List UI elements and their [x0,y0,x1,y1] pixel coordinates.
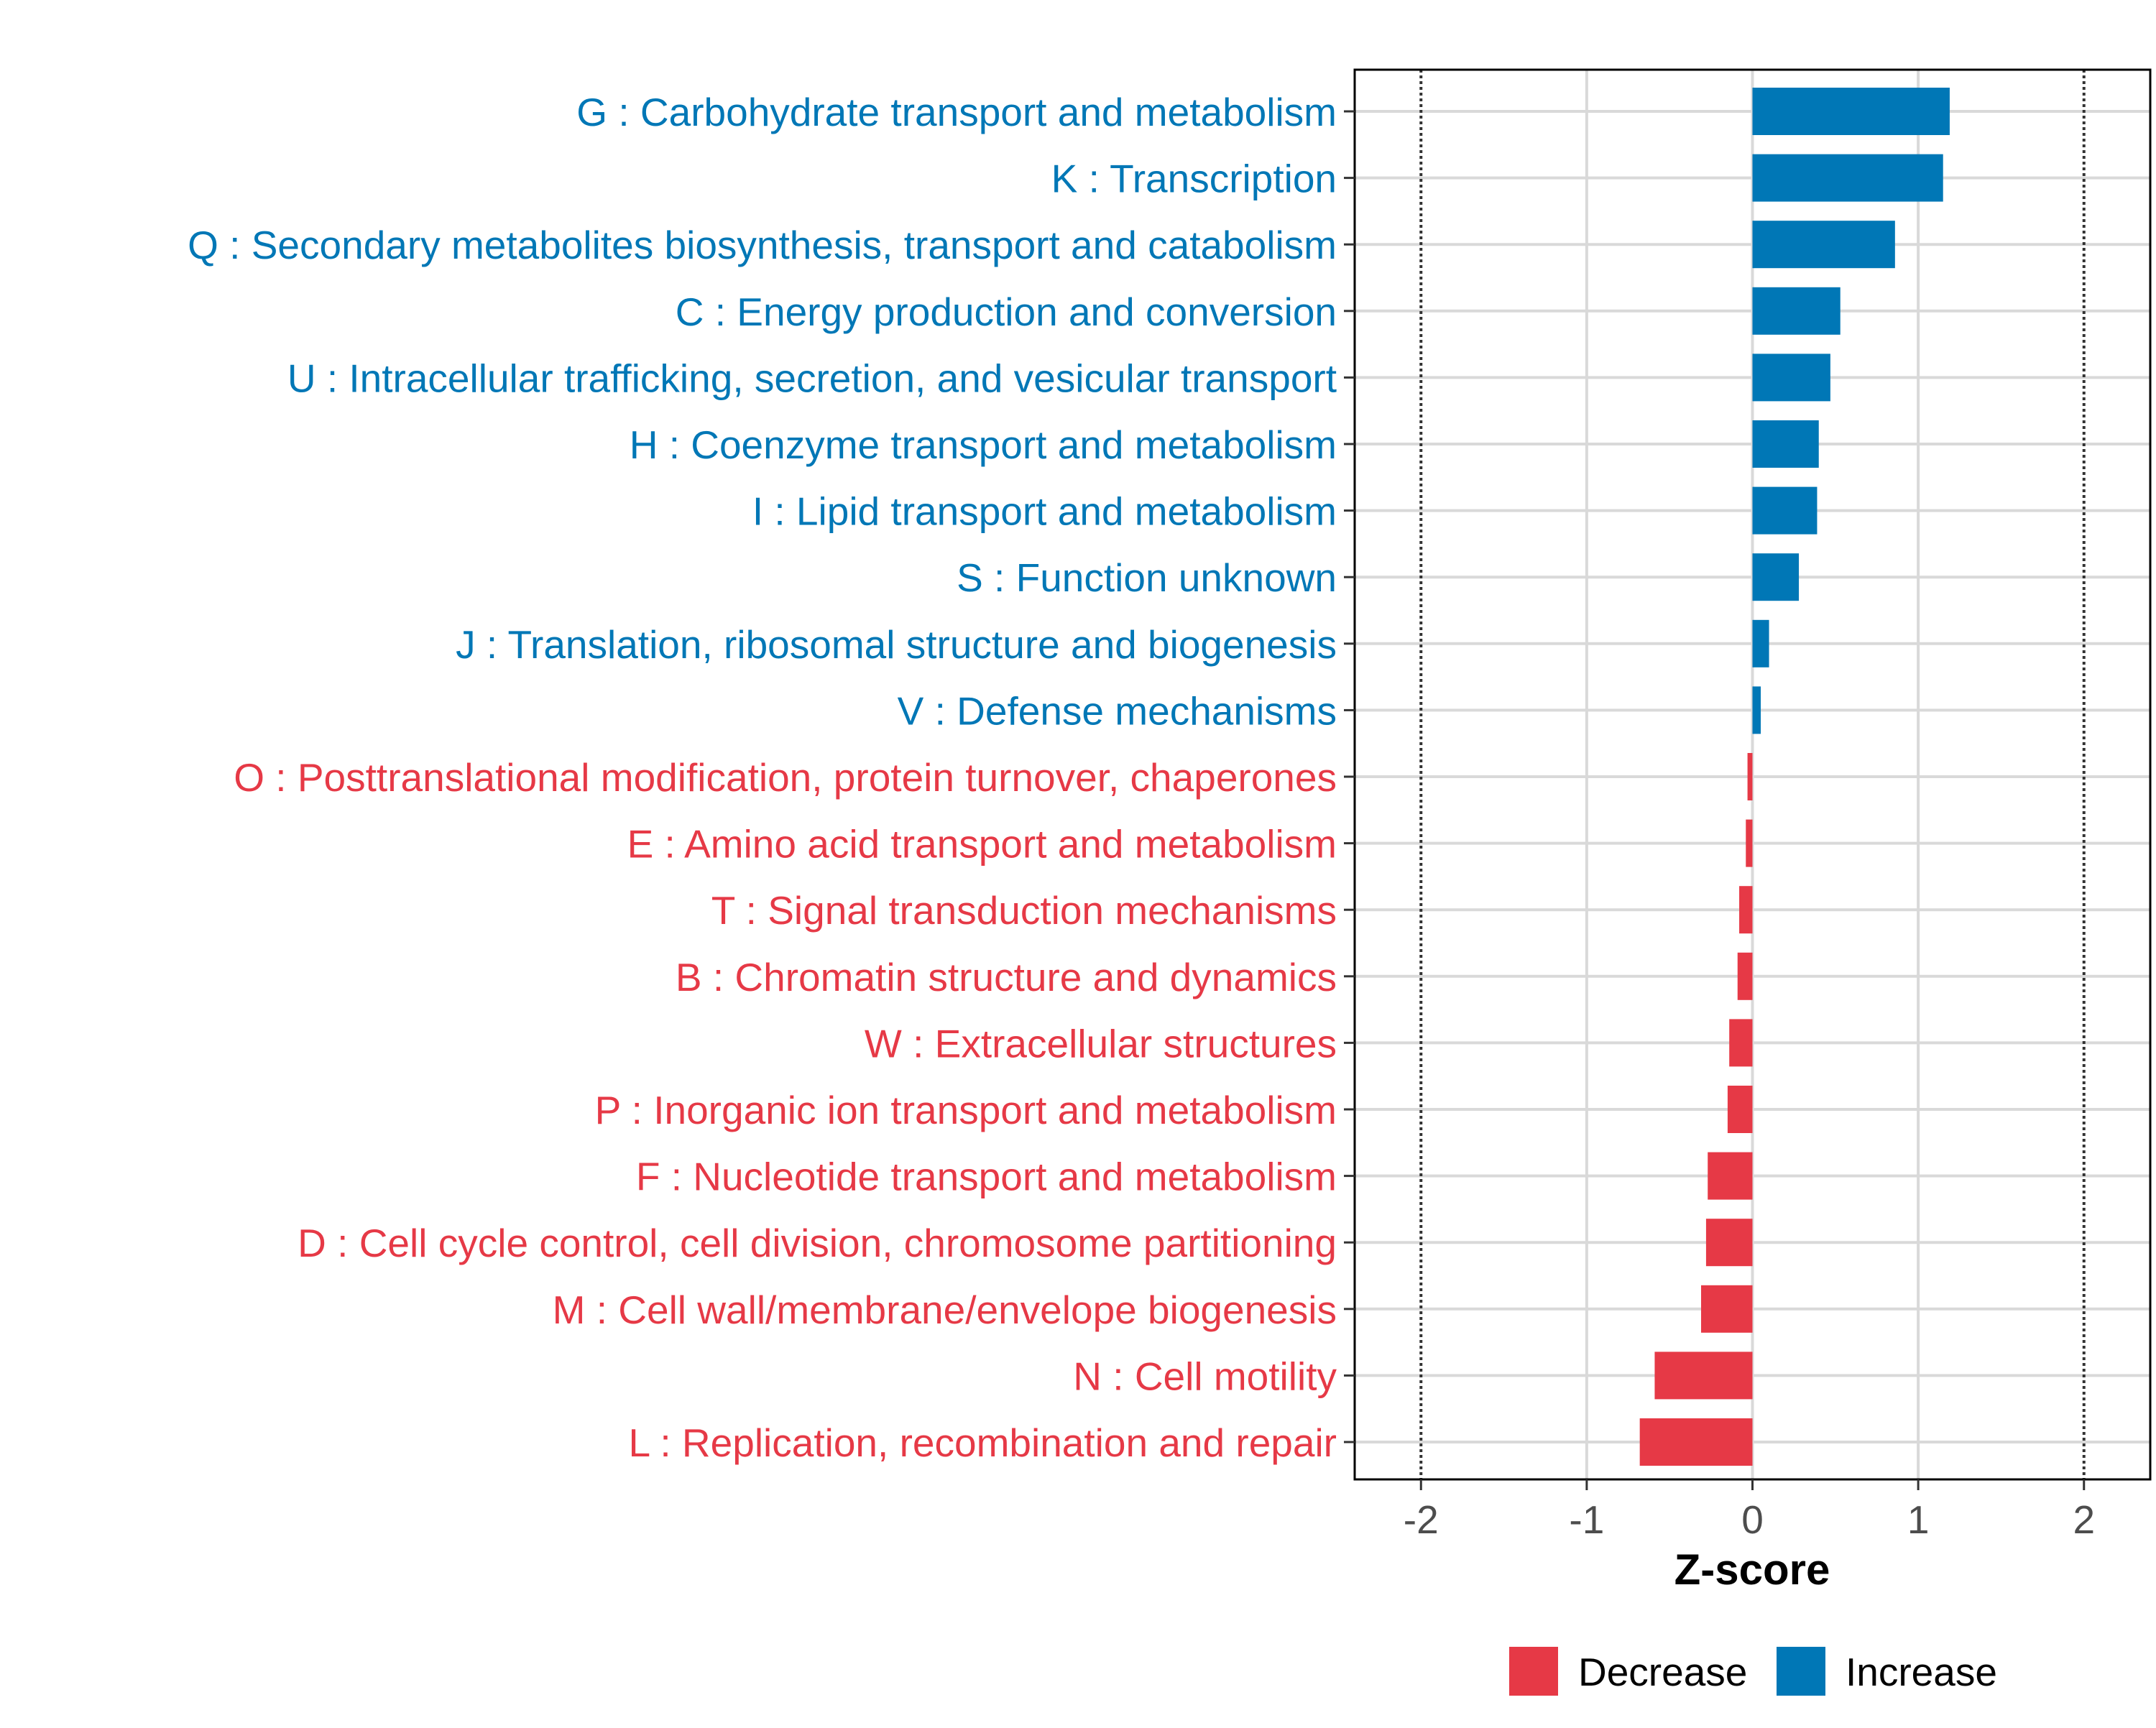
y-tick-label: D : Cell cycle control, cell division, c… [298,1221,1337,1265]
y-tick-label: Q : Secondary metabolites biosynthesis, … [188,223,1337,267]
bar-v [1752,686,1761,734]
bar-s [1752,553,1800,601]
bar-q [1752,221,1895,269]
legend: Decrease Increase [1509,1647,1997,1696]
legend-label-decrease: Decrease [1578,1650,1747,1694]
y-tick-label: J : Translation, ribosomal structure and… [456,622,1337,667]
y-tick-label: P : Inorganic ion transport and metaboli… [595,1088,1337,1132]
x-tick-label: -2 [1404,1497,1439,1542]
bar-h [1752,420,1819,468]
bar-u [1752,354,1830,402]
y-tick-label: L : Replication, recombination and repai… [629,1420,1337,1465]
y-tick-label: G : Carbohydrate transport and metabolis… [576,90,1337,134]
bar-n [1654,1352,1753,1400]
y-tick-label: N : Cell motility [1073,1354,1337,1398]
bar-e [1746,819,1753,867]
y-tick-label: H : Coenzyme transport and metabolism [630,422,1337,467]
bar-m [1701,1285,1753,1333]
x-tick-label: 2 [2073,1497,2095,1542]
bar-c [1752,287,1841,335]
y-tick-label: M : Cell wall/membrane/envelope biogenes… [553,1288,1337,1332]
y-axis-labels: G : Carbohydrate transport and metabolis… [188,90,1337,1465]
bar-t [1739,886,1753,934]
y-tick-label: F : Nucleotide transport and metabolism [636,1155,1337,1199]
bar-i [1752,486,1818,535]
x-axis-tick-labels: -2 -1 0 1 2 [1404,1497,2095,1542]
y-tick-label: C : Energy production and conversion [676,290,1337,334]
x-tick-label: 1 [1907,1497,1930,1542]
bars [1639,88,1950,1466]
y-tick-label: O : Posttranslational modification, prot… [234,755,1337,800]
bar-w [1729,1019,1753,1067]
bar-d [1705,1219,1753,1267]
legend-swatch-increase [1777,1647,1825,1696]
y-tick-label: T : Signal transduction mechanisms [711,888,1337,933]
bar-b [1737,952,1753,1000]
bar-j [1752,619,1769,667]
y-tick-label: B : Chromatin structure and dynamics [676,955,1337,999]
y-tick-label: W : Extracellular structures [865,1021,1337,1066]
y-tick-label: E : Amino acid transport and metabolism [627,822,1337,867]
bar-f [1708,1152,1753,1200]
y-tick-label: U : Intracellular trafficking, secretion… [287,356,1337,400]
bar-l [1639,1418,1753,1466]
reference-lines [1419,70,2086,1479]
legend-swatch-decrease [1509,1647,1558,1696]
x-tick-label: -1 [1569,1497,1604,1542]
bar-o [1747,753,1753,800]
x-axis-ticks [1419,1479,2086,1490]
y-tick-label: V : Defense mechanisms [898,688,1337,733]
y-tick-label: S : Function unknown [957,555,1337,600]
y-tick-label: K : Transcription [1051,157,1337,201]
x-tick-label: 0 [1741,1497,1764,1542]
legend-label-increase: Increase [1846,1650,1997,1694]
y-tick-label: I : Lipid transport and metabolism [752,489,1337,534]
x-axis-title: Z-score [1674,1546,1830,1594]
bar-g [1752,88,1950,135]
bar-k [1752,154,1943,202]
y-axis-ticks [1344,110,1355,1443]
bar-p [1727,1086,1753,1133]
